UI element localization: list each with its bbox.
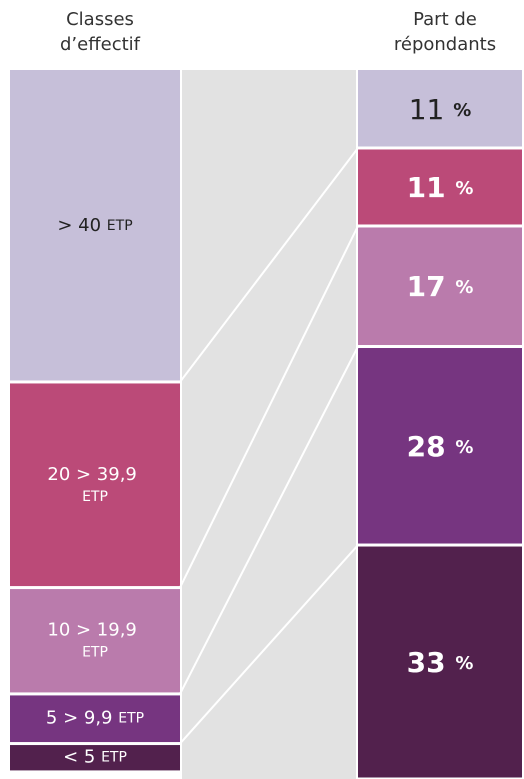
class-segment xyxy=(10,589,180,693)
connector xyxy=(179,147,359,383)
share-segment xyxy=(358,149,522,225)
class-label: 5 > 9,9 ETP xyxy=(46,708,144,729)
share-label: 28 % xyxy=(407,430,474,463)
class-label: 20 > 39,9 ETP xyxy=(47,464,142,505)
flow-band xyxy=(182,70,356,779)
column-header: Classes xyxy=(66,9,134,30)
share-label: 17 % xyxy=(407,270,474,303)
class-segment xyxy=(10,695,180,743)
connector xyxy=(179,544,359,745)
class-segment xyxy=(10,70,180,381)
class-label: < 5 ETP xyxy=(63,747,127,768)
share-label: 33 % xyxy=(407,646,474,679)
share-label: 11 % xyxy=(407,171,474,204)
class-segment xyxy=(10,383,180,587)
connector xyxy=(179,225,359,589)
connector xyxy=(179,346,359,695)
class-label: > 40 ETP xyxy=(57,215,132,236)
share-segment xyxy=(358,227,522,346)
column-header: Part de xyxy=(413,9,477,30)
share-label: 11 % xyxy=(409,93,472,126)
class-label: 10 > 19,9 ETP xyxy=(47,620,142,661)
share-segment xyxy=(358,70,522,147)
share-segment xyxy=(358,546,522,778)
column-header: d’effectif xyxy=(60,34,141,55)
class-segment xyxy=(10,745,180,771)
column-header: répondants xyxy=(394,34,496,55)
share-segment xyxy=(358,348,522,544)
